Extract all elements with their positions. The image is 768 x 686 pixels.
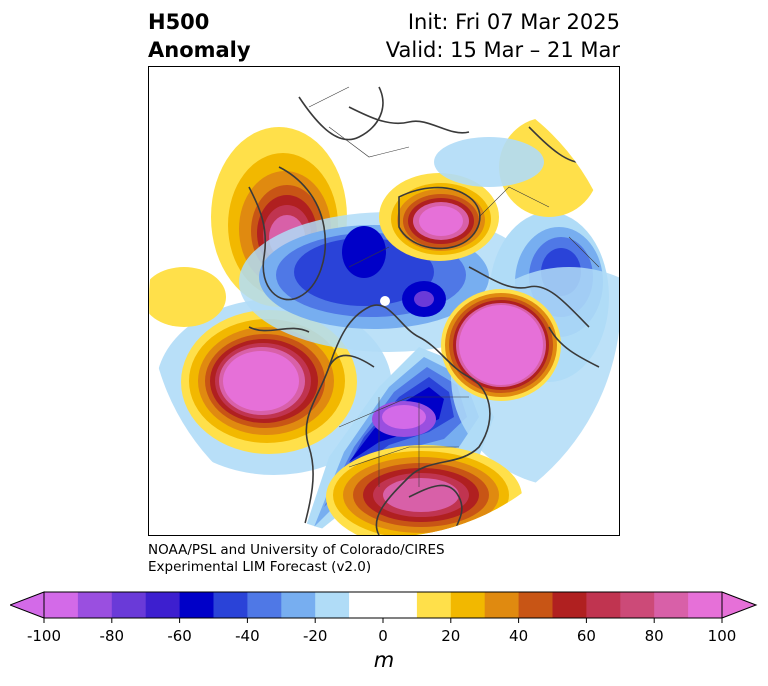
colorbar-tick-label: -80: [99, 627, 125, 645]
colorbar-cell: [518, 592, 553, 618]
colorbar-cell: [688, 592, 723, 618]
colorbar-cells: [44, 592, 723, 618]
anomaly-low-ne: [434, 137, 544, 187]
title-variable: H500: [148, 10, 210, 34]
colorbar-cell: [281, 592, 316, 618]
forecast-dates: Init: Fri 07 Mar 2025 Valid: 15 Mar – 21…: [386, 8, 620, 64]
colorbar-cell: [77, 592, 113, 618]
anomaly-high-gulf: [156, 299, 392, 475]
colorbar-cell: [44, 592, 79, 618]
colorbar-units: m: [373, 648, 395, 672]
colorbar: [10, 591, 758, 623]
valid-range: Valid: 15 Mar – 21 Mar: [385, 38, 620, 62]
colorbar-cell: [179, 592, 214, 618]
colorbar-cell: [552, 592, 587, 618]
anomaly-map: [148, 66, 620, 536]
colorbar-cell: [484, 592, 520, 618]
colorbar-cell: [620, 592, 655, 618]
colorbar-tick-label: 60: [576, 627, 596, 645]
colorbar-cell: [145, 592, 181, 618]
colorbar-cell: [315, 592, 350, 618]
credit-org: NOAA/PSL and University of Colorado/CIRE…: [148, 542, 445, 558]
colorbar-cell: [586, 592, 621, 618]
colorbar-cell: [213, 592, 248, 618]
map-svg: [149, 86, 619, 535]
colorbar-cell: [247, 592, 282, 618]
colorbar-cell: [450, 592, 486, 618]
plot-title: H500 Anomaly: [148, 8, 251, 64]
colorbar-cell: [349, 592, 384, 618]
borders: [308, 86, 600, 487]
colorbar-tick-label: 80: [644, 627, 664, 645]
colorbar-tick-label: 20: [441, 627, 461, 645]
colorbar-tick-label: 40: [509, 627, 529, 645]
colorbar-tick-label: -20: [302, 627, 328, 645]
colorbar-cell: [111, 592, 147, 618]
colorbar-extend-high: [721, 591, 758, 619]
colorbar-cell: [416, 592, 452, 618]
init-date: Init: Fri 07 Mar 2025: [407, 10, 620, 34]
colorbar-tick-label: 100: [707, 627, 737, 645]
colorbar-extend-low: [10, 591, 45, 619]
data-credit: NOAA/PSL and University of Colorado/CIRE…: [148, 542, 445, 576]
colorbar-tick-label: -100: [26, 627, 62, 645]
anomaly-high-east: [441, 267, 619, 487]
colorbar-ticks: [43, 618, 723, 623]
colorbar-tick-label: -40: [235, 627, 260, 645]
anomaly-high-west-edge: [149, 267, 226, 327]
colorbar-tick-label: 0: [378, 627, 388, 645]
colorbar-tick-label: -60: [167, 627, 192, 645]
title-type: Anomaly: [148, 38, 251, 62]
credit-product: Experimental LIM Forecast (v2.0): [148, 559, 372, 575]
colorbar-cell: [383, 592, 418, 618]
colorbar-cell: [654, 592, 689, 618]
